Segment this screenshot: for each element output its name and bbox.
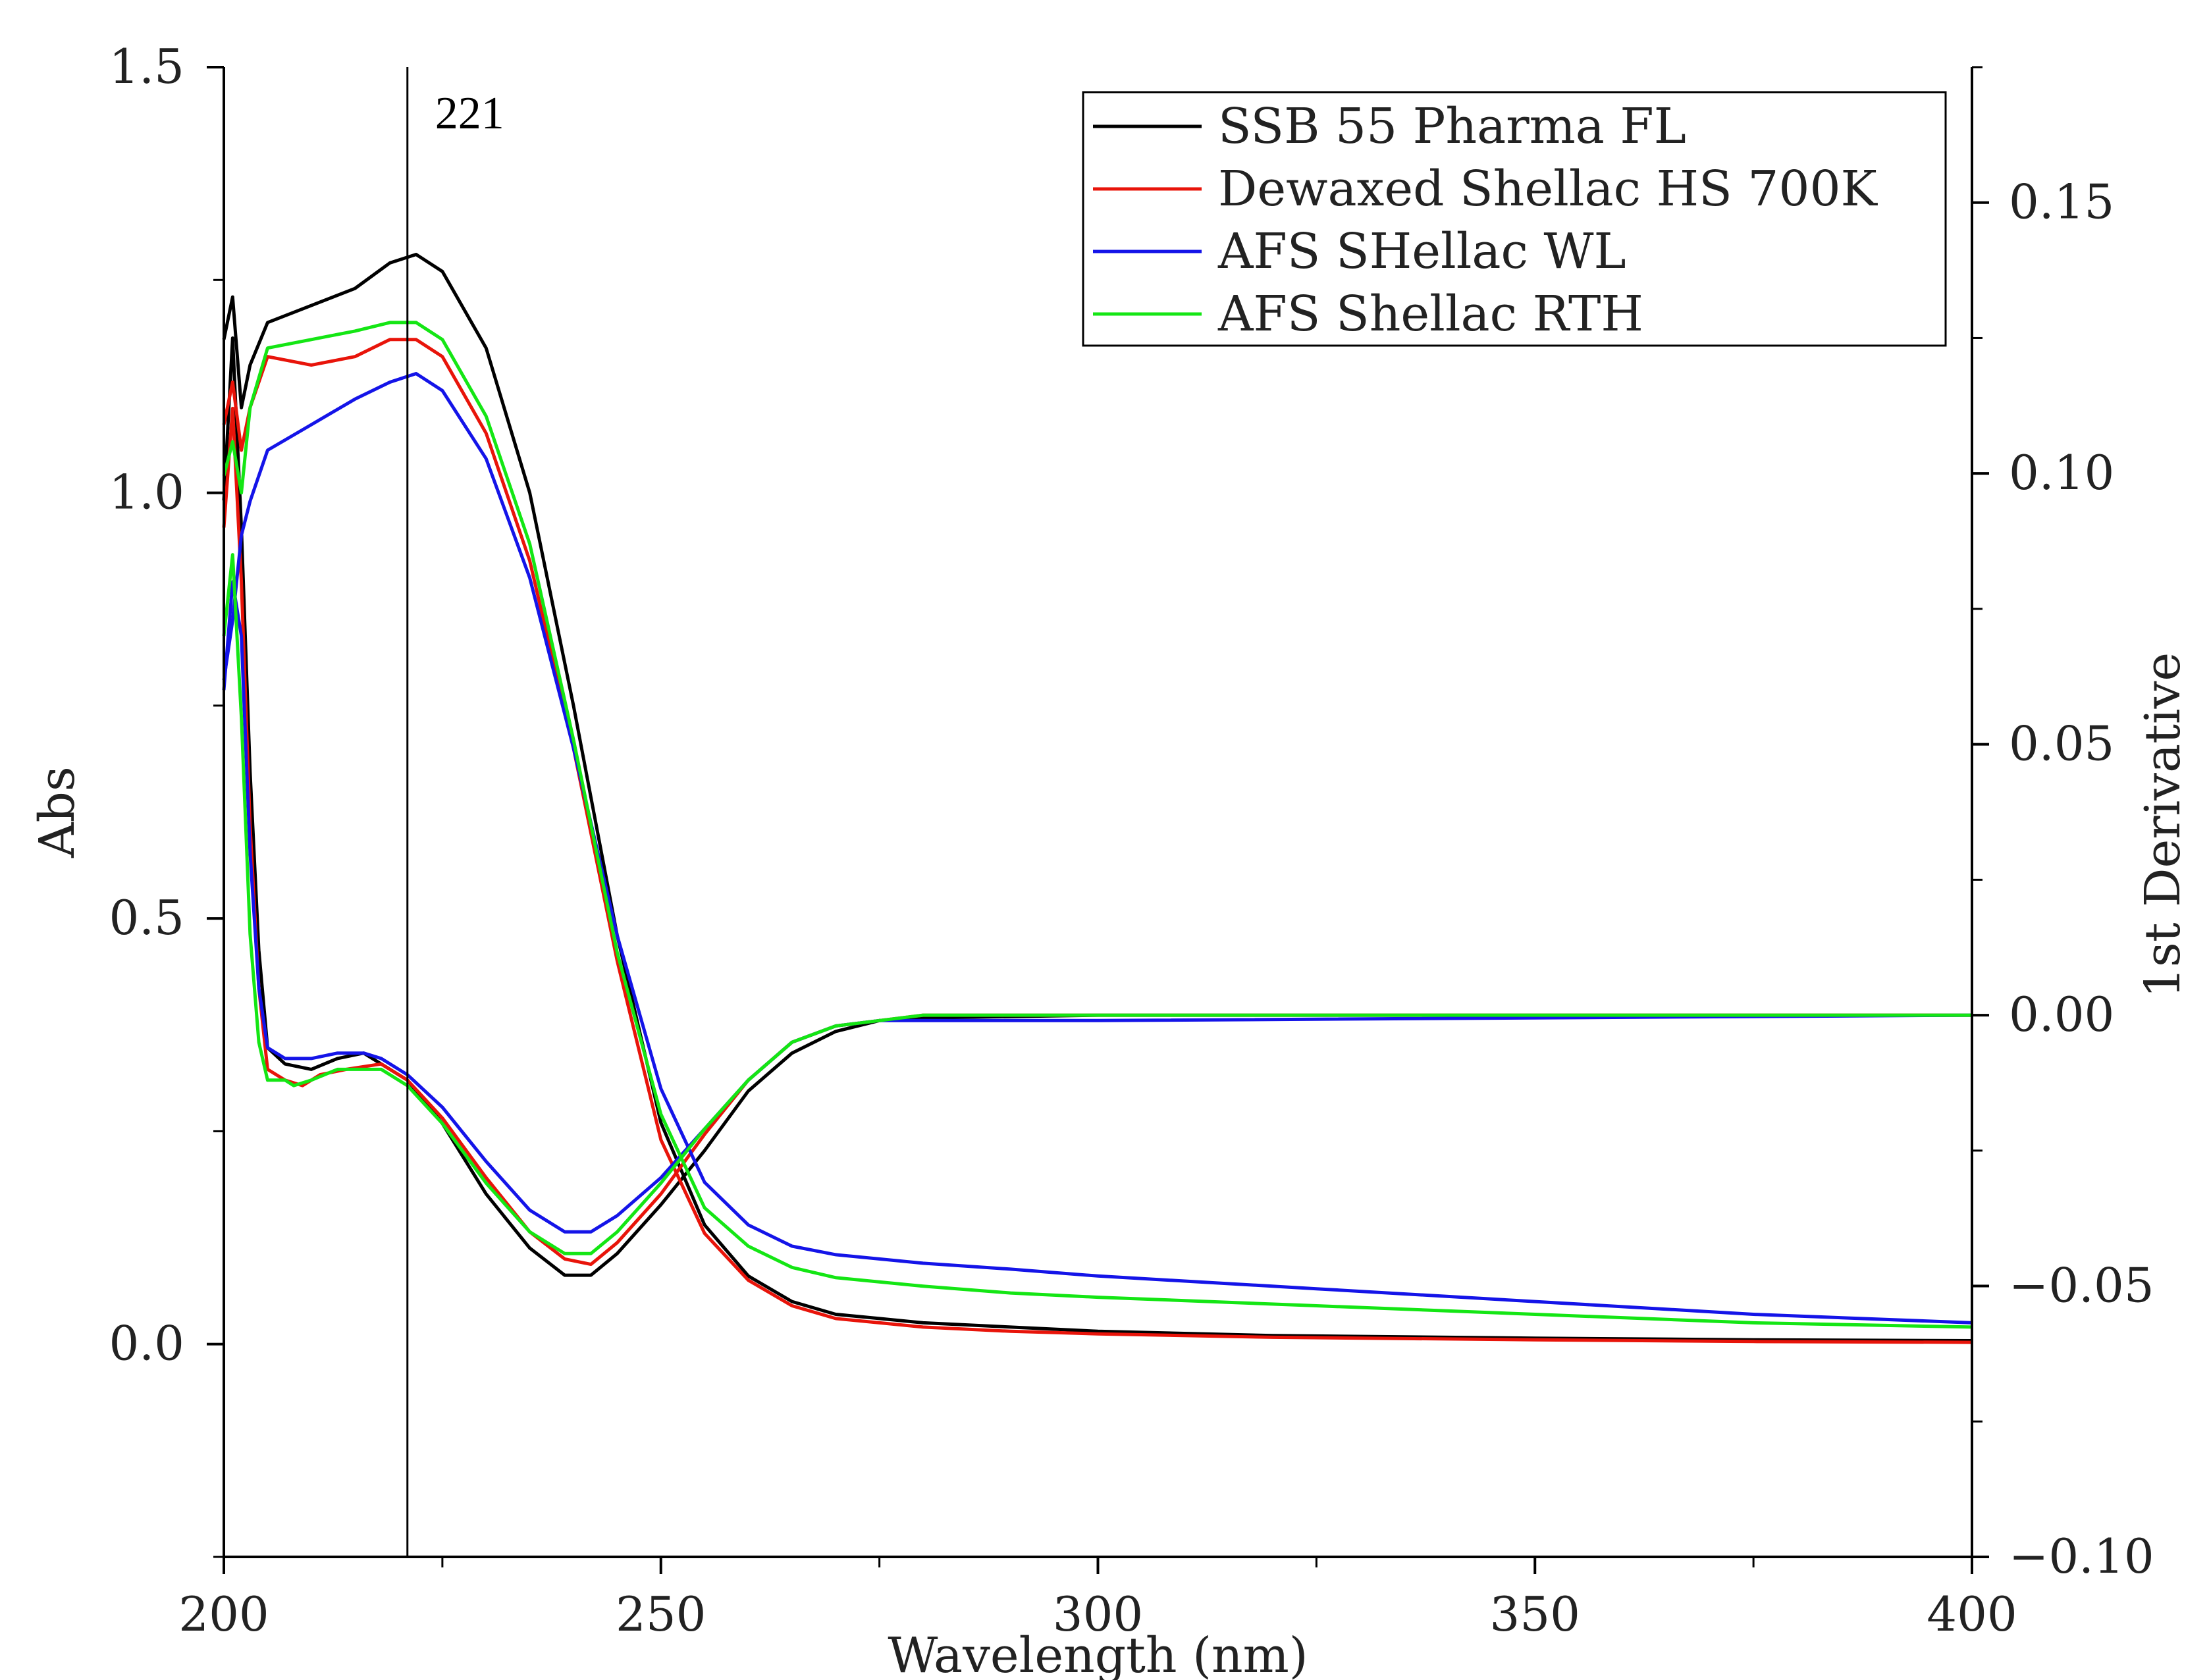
- y2-tick-label: 0.00: [2009, 987, 2114, 1042]
- x-tick-label: 300: [1053, 1587, 1143, 1642]
- y-tick-label: 0.0: [109, 1316, 184, 1371]
- legend-label: SSB 55 Pharma FL: [1218, 98, 1686, 155]
- y2-axis-title: 1st Derivative: [2135, 652, 2191, 998]
- x-axis-title: Wavelength (nm): [888, 1627, 1308, 1680]
- series-line-deriv-ssb-55-pharma-fl: [222, 336, 1972, 1277]
- x-tick-label: 200: [178, 1587, 269, 1642]
- y2-tick-label: −0.10: [2009, 1529, 2154, 1584]
- x-tick-label: 250: [616, 1587, 706, 1642]
- y2-tick-label: −0.05: [2009, 1258, 2154, 1313]
- y2-tick-label: 0.15: [2009, 174, 2114, 230]
- series-line-abs-dewaxed-shellac-hs-700k: [222, 338, 1973, 1344]
- series-line-abs-afs-shellac-rth: [222, 321, 1973, 1329]
- y-tick-label: 0.5: [109, 890, 184, 945]
- x-tick-label: 350: [1490, 1587, 1580, 1642]
- y2-tick-label: 0.10: [2009, 445, 2114, 500]
- legend: SSB 55 Pharma FL Dewaxed Shellac HS 700K A…: [1082, 91, 1947, 347]
- legend-label: AFS SHellac WL: [1217, 223, 1626, 280]
- y-axis-title: Abs: [29, 766, 86, 858]
- plot-lines: [222, 253, 1973, 1344]
- y2-tick-label: 0.05: [2009, 716, 2114, 772]
- y2-ticks: −0.10 −0.05 0.00 0.05 0.10 0.15: [1972, 66, 2154, 1584]
- legend-box: [1082, 91, 1947, 347]
- y-ticks: 0.0 0.5 1.0 1.5: [109, 39, 224, 1558]
- y-tick-label: 1.5: [109, 39, 184, 94]
- legend-label: Dewaxed Shellac HS 700K: [1218, 161, 1878, 217]
- annotation-label: 221: [435, 88, 504, 139]
- series-line-deriv-afs-shellac-rth: [222, 553, 1972, 1255]
- y-tick-label: 1.0: [109, 465, 184, 520]
- legend-label: AFS Shellac RTH: [1217, 286, 1643, 342]
- x-ticks: 200 250 300 350 400: [178, 1557, 2017, 1642]
- x-tick-label: 400: [1927, 1587, 2017, 1642]
